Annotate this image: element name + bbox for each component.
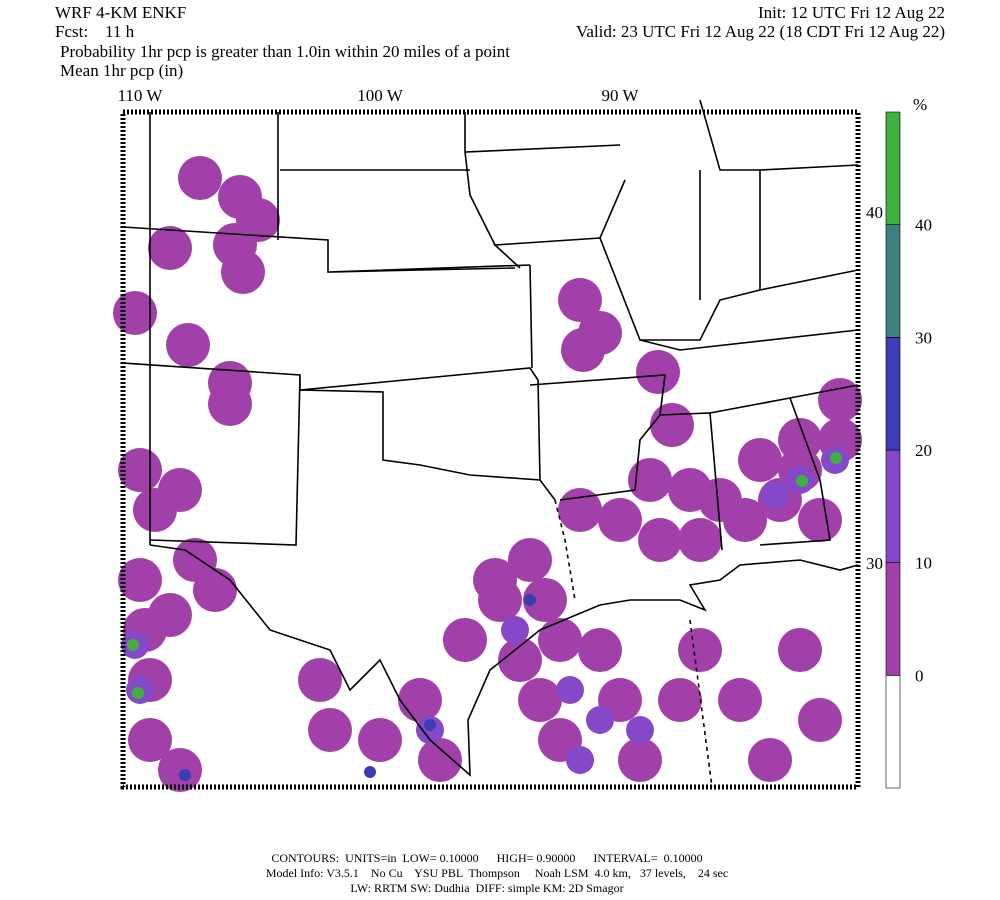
longitude-label: 100 W	[357, 86, 403, 105]
colorbar-label: 30	[915, 328, 932, 347]
precip-area	[718, 678, 762, 722]
longitude-label: 110 W	[118, 86, 164, 105]
precip-areas	[113, 156, 862, 792]
precip-area	[798, 698, 842, 742]
precip-area	[636, 350, 680, 394]
precip-area	[556, 676, 584, 704]
precip-area	[650, 403, 694, 447]
footer-line: CONTOURS: UNITS=in LOW= 0.10000 HIGH= 0.…	[271, 851, 702, 865]
precip-area	[148, 593, 192, 637]
precip-area	[738, 438, 782, 482]
precip-area	[443, 618, 487, 662]
colorbar-label: 10	[915, 554, 932, 573]
map	[113, 99, 862, 792]
precip-area	[398, 678, 442, 722]
precip-area	[118, 448, 162, 492]
precip-area	[508, 538, 552, 582]
colorbar-band	[885, 449, 901, 563]
state-borders	[122, 99, 859, 788]
precip-area	[761, 481, 789, 509]
footer-line: Model Info: V3.5.1 No Cu YSU PBL Thompso…	[266, 866, 728, 880]
precip-area	[748, 738, 792, 782]
precip-area	[678, 628, 722, 672]
precip-area	[158, 748, 202, 792]
precip-area	[193, 568, 237, 612]
precip-area	[578, 628, 622, 672]
precip-area	[498, 638, 542, 682]
precip-area	[524, 594, 536, 606]
precip-area	[501, 616, 529, 644]
precip-area	[132, 687, 144, 699]
colorbar: 0 10 20 30 40%	[885, 95, 932, 789]
colorbar-unit: %	[913, 95, 927, 114]
valid-time: Valid: 23 UTC Fri 12 Aug 22 (18 CDT Fri …	[576, 22, 945, 41]
init-time: Init: 12 UTC Fri 12 Aug 22	[758, 3, 945, 22]
precip-area	[586, 706, 614, 734]
footer-line: LW: RRTM SW: Dudhia DIFF: simple KM: 2D …	[350, 881, 623, 895]
precip-area	[538, 618, 582, 662]
precip-area	[561, 328, 605, 372]
precip-area	[598, 498, 642, 542]
precip-area	[166, 323, 210, 367]
precip-area	[638, 518, 682, 562]
longitude-label: 90 W	[602, 86, 640, 105]
colorbar-band	[885, 337, 901, 451]
precip-area	[626, 716, 654, 744]
precip-area	[558, 278, 602, 322]
precip-area	[158, 468, 202, 512]
precip-area	[778, 418, 822, 462]
precip-area	[179, 769, 191, 781]
precip-area	[128, 718, 172, 762]
precip-area	[364, 766, 376, 778]
precip-area	[830, 452, 842, 464]
precip-area	[208, 382, 252, 426]
precip-area	[473, 558, 517, 602]
precip-area	[796, 475, 808, 487]
precip-area	[566, 746, 594, 774]
precip-area	[618, 738, 662, 782]
colorbar-band	[885, 562, 901, 676]
forecast-hour: Fcst: 11 h	[55, 22, 135, 41]
precip-area	[424, 719, 436, 731]
precip-area	[118, 558, 162, 602]
precip-area	[298, 658, 342, 702]
precip-area	[628, 458, 672, 502]
precip-area	[798, 498, 842, 542]
precip-area	[678, 518, 722, 562]
colorbar-label: 0	[915, 666, 924, 685]
colorbar-band	[885, 675, 901, 789]
precip-area	[418, 738, 462, 782]
precip-area	[148, 226, 192, 270]
precip-area	[221, 250, 265, 294]
precip-area	[358, 718, 402, 762]
precip-area	[723, 498, 767, 542]
precip-area	[523, 578, 567, 622]
precip-area	[127, 639, 139, 651]
precip-area	[658, 678, 702, 722]
colorbar-band	[885, 224, 901, 338]
description: Mean 1hr pcp (in)	[60, 61, 183, 80]
precip-area	[518, 678, 562, 722]
description: Probability 1hr pcp is greater than 1.0i…	[60, 42, 510, 61]
precip-area	[818, 378, 862, 422]
precip-area	[178, 156, 222, 200]
colorbar-label: 20	[915, 441, 932, 460]
map-frame	[120, 109, 861, 790]
model-name: WRF 4-KM ENKF	[55, 3, 186, 22]
precip-area	[778, 628, 822, 672]
colorbar-label: 40	[915, 216, 932, 235]
colorbar-band	[885, 111, 901, 225]
precip-area	[308, 708, 352, 752]
